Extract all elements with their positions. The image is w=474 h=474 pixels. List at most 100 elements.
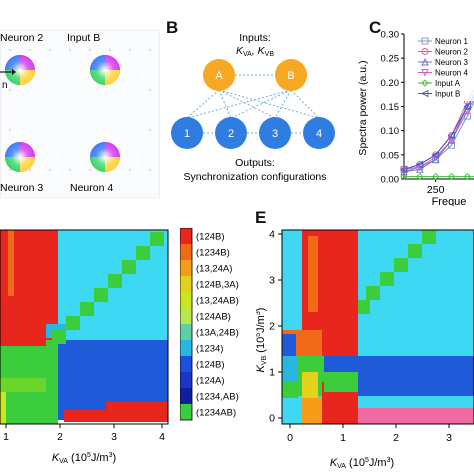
- spectra-legend-label: Neuron 2: [435, 48, 468, 57]
- legend-item: (124B,3A): [180, 276, 239, 292]
- panel-a-frame: [0, 30, 160, 198]
- legend-item: (13,24AB): [180, 292, 239, 308]
- legend-swatch: [180, 404, 192, 420]
- heatmap-e-ytick-label: 3: [269, 275, 275, 287]
- heatmap-d-xtick-label: 2: [57, 431, 63, 443]
- heatmap-e-ylabel: KVB (105J/m3): [256, 308, 268, 373]
- label-input-b: Input B: [67, 32, 100, 44]
- spectra-point: [421, 79, 429, 87]
- spectra-ytick-label: 0.30: [381, 30, 400, 41]
- spectra-xticks: 250: [427, 179, 445, 196]
- spectra-series-input-a: [400, 172, 474, 181]
- heatmap-d-xtick-label: 3: [111, 431, 117, 443]
- inputs-variables: KVA, KVB: [236, 45, 274, 58]
- legend-item: (124A): [180, 372, 225, 388]
- texture-neuron-3: [5, 142, 35, 172]
- legend-swatch: [180, 388, 192, 404]
- spectra-legend-item: Neuron 3: [418, 57, 468, 67]
- input-node-a: A: [203, 59, 235, 91]
- spectra-point: [448, 141, 455, 149]
- svg-text:1: 1: [184, 128, 190, 140]
- heatmap-d-regions: [0, 230, 168, 424]
- svg-text:2: 2: [228, 128, 234, 140]
- heatmap-e-xtick-label: 0: [287, 432, 293, 444]
- input-arrow-head: [12, 69, 16, 75]
- legend-label: (1234B): [196, 248, 230, 259]
- spectra-xlabel: Freque: [432, 196, 467, 206]
- spectra-ytick-label: 0.00: [381, 175, 400, 186]
- network-edges: [186, 74, 320, 134]
- panel-c-spectra-chart: 0.00 0.05 0.10 0.15 0.20 0.25 0.30 250 Spectra…: [357, 30, 474, 206]
- spectra-legend-label: Neuron 3: [435, 58, 468, 67]
- heatmap-d-xlabel: KVA (105J/m3): [52, 452, 116, 465]
- legend-item: (124AB): [180, 308, 231, 324]
- spectra-legend-label: Input B: [435, 90, 460, 99]
- spectra-point: [415, 160, 424, 169]
- output-node-4: 4: [303, 117, 335, 149]
- heatmap-d-frame: [0, 229, 169, 425]
- spectra-ylabel: Spectra power (a.u.): [357, 60, 369, 155]
- spectra-legend-item: Neuron 1: [418, 37, 468, 46]
- spectra-point: [447, 172, 456, 181]
- spectra-point: [431, 155, 440, 164]
- spectra-legend-label: Neuron 4: [435, 69, 468, 78]
- legend-item: (13A,24B): [180, 324, 239, 340]
- legend-label: (13A,24B): [196, 328, 239, 339]
- legend-swatch: [180, 276, 192, 292]
- heatmap-d-xtick-label: 1: [3, 431, 9, 443]
- spectra-legend-item: Input A: [418, 79, 461, 88]
- spectra-xtick-label: 250: [427, 184, 445, 196]
- heatmap-e-ytick-label: 2: [269, 321, 275, 333]
- input-node-b: B: [275, 59, 307, 91]
- spectra-point: [421, 48, 429, 55]
- output-node-1: 1: [171, 117, 203, 149]
- spectra-point: [421, 69, 429, 77]
- legend-swatch: [180, 356, 192, 372]
- panel-a-arrow-field: [9, 49, 151, 171]
- legend-label: (1234): [196, 344, 223, 355]
- legend-item: (124B): [180, 228, 225, 244]
- spectra-point: [416, 172, 424, 181]
- legend-label: (1234,AB): [196, 392, 239, 403]
- svg-text:4: 4: [316, 128, 322, 140]
- spectra-ytick-label: 0.05: [381, 150, 400, 161]
- heatmap-e-xtick-label: 1: [340, 432, 346, 444]
- spectra-point: [463, 102, 472, 110]
- legend-label: (124B,3A): [196, 280, 239, 291]
- spectra-ytick-label: 0.25: [381, 54, 400, 65]
- legend-swatch: [180, 292, 192, 308]
- legend-item: (1234): [180, 340, 223, 356]
- legend-item: (1234AB): [180, 404, 236, 420]
- spectra-point: [399, 165, 408, 174]
- legend-item: (124B): [180, 356, 225, 372]
- legend-swatch: [180, 228, 192, 244]
- heatmap-e-ytick-label: 0: [269, 413, 275, 425]
- legend-label: (124B): [196, 232, 225, 243]
- texture-neuron-2: [5, 55, 35, 85]
- output-node-2: 2: [215, 117, 247, 149]
- outputs-title: Outputs:: [235, 157, 275, 169]
- panel-e-heatmap: 0 1 2 3 4 0 1 2 3 4 KVA (105J/m3) KVB (105J/m3): [256, 229, 474, 470]
- heatmap-e-xtick-label: 3: [446, 432, 452, 444]
- heatmap-e-ytick-label: 1: [269, 367, 275, 379]
- configuration-legend: (124B) (1234B) (13,24A) (124B,3A) (13,24AB) (…: [180, 228, 239, 421]
- inputs-title: Inputs:: [239, 32, 271, 44]
- svg-text:3: 3: [272, 128, 278, 140]
- heatmap-e-yticks: 0 1 2 3 4: [269, 229, 282, 425]
- spectra-ytick-label: 0.10: [381, 126, 400, 137]
- spectra-legend-label: Neuron 1: [435, 37, 468, 46]
- spectra-point: [420, 89, 429, 98]
- heatmap-e-xtick-label: 2: [393, 432, 399, 444]
- legend-swatch: [180, 308, 192, 324]
- spectra-ytick-label: 0.15: [381, 102, 400, 113]
- spectra-point: [432, 172, 440, 181]
- heatmap-e-ytick-label: 4: [269, 229, 275, 241]
- spectra-ytick-label: 0.20: [381, 78, 400, 89]
- texture-neuron-4: [90, 142, 120, 172]
- spectra-legend-label: Input A: [435, 79, 461, 88]
- spectra-legend-item: Neuron 2: [418, 48, 468, 57]
- spectra-point: [421, 37, 429, 45]
- legend-label: (13,24A): [196, 264, 232, 275]
- spectra-legend-item: Input B: [418, 90, 460, 99]
- output-node-3: 3: [259, 117, 291, 149]
